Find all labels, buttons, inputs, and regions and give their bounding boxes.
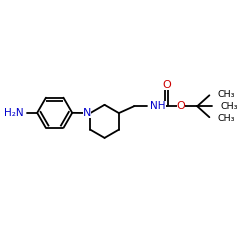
Text: H₂N: H₂N xyxy=(4,108,23,118)
Text: CH₃: CH₃ xyxy=(217,90,235,99)
Text: O: O xyxy=(176,101,185,111)
Text: CH₃: CH₃ xyxy=(220,102,238,111)
Text: O: O xyxy=(162,80,171,90)
Text: CH₃: CH₃ xyxy=(217,114,235,123)
Text: NH: NH xyxy=(150,101,166,111)
Text: N: N xyxy=(83,108,92,118)
